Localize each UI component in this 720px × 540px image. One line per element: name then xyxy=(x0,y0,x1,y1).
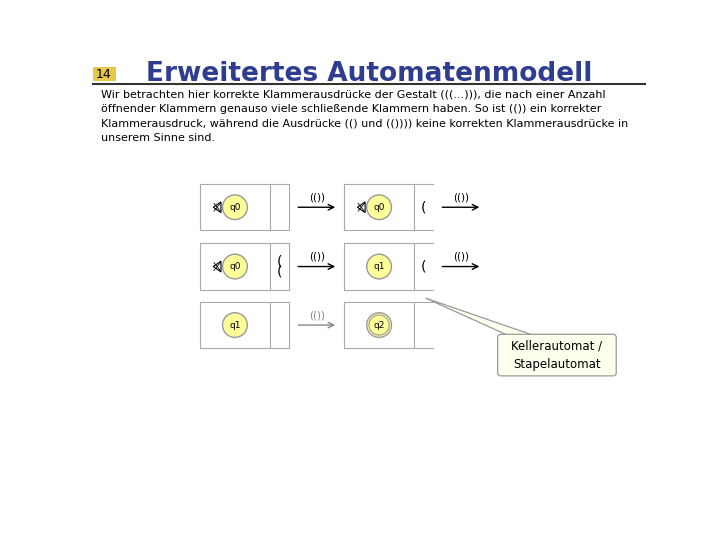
Bar xyxy=(200,184,289,231)
Text: q2: q2 xyxy=(374,321,384,329)
Text: (()): (()) xyxy=(309,193,325,202)
Circle shape xyxy=(222,195,248,220)
Circle shape xyxy=(222,254,248,279)
Text: (: ( xyxy=(276,255,282,269)
Text: Kellerautomat /
Stapelautomat: Kellerautomat / Stapelautomat xyxy=(511,340,603,370)
Text: (: ( xyxy=(421,260,426,274)
Text: Wir betrachten hier korrekte Klammerausdrücke der Gestalt (((...))), die nach ei: Wir betrachten hier korrekte Klammerausd… xyxy=(101,90,628,143)
Text: (: ( xyxy=(421,200,426,214)
Text: q0: q0 xyxy=(229,202,240,212)
Text: q0: q0 xyxy=(374,202,384,212)
Circle shape xyxy=(366,195,392,220)
Text: (()): (()) xyxy=(309,252,325,262)
Circle shape xyxy=(366,313,392,338)
Text: Erweitertes Automatenmodell: Erweitertes Automatenmodell xyxy=(146,61,592,87)
Circle shape xyxy=(366,254,392,279)
Text: q0: q0 xyxy=(229,262,240,271)
Bar xyxy=(200,302,289,348)
Text: q1: q1 xyxy=(374,262,384,271)
Text: (()): (()) xyxy=(309,310,325,320)
FancyBboxPatch shape xyxy=(93,67,117,81)
FancyBboxPatch shape xyxy=(498,334,616,376)
Circle shape xyxy=(222,313,248,338)
Text: (()): (()) xyxy=(453,252,469,262)
Text: (()): (()) xyxy=(453,193,469,202)
Bar xyxy=(200,244,289,289)
Polygon shape xyxy=(426,298,539,338)
Text: (: ( xyxy=(276,264,282,278)
Text: q1: q1 xyxy=(229,321,240,329)
Text: 14: 14 xyxy=(96,68,111,80)
